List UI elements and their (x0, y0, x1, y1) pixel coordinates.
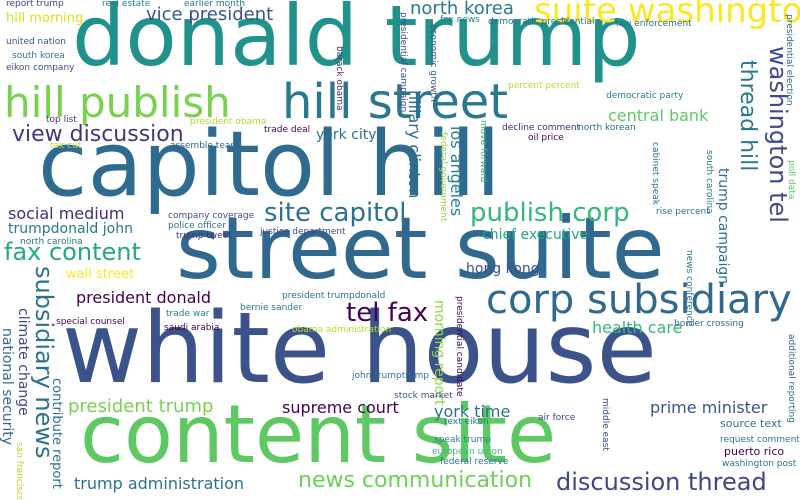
word-oil-price: oil price (528, 133, 564, 143)
word-north-carolina: north carolina (20, 237, 83, 247)
word-corp-subsidiary: corp subsidiary (486, 277, 792, 323)
word-air-force: air force (538, 413, 576, 423)
word-justice-department: justice department (260, 227, 346, 237)
word-additional-reporting: additional reporting (786, 334, 796, 423)
word-economic-growth: economic growth (428, 24, 438, 102)
word-morning-report: morning report (431, 300, 447, 406)
word-south-carolina: south carolina (704, 150, 714, 214)
word-south-korea: south korea (12, 51, 65, 61)
word-hong-kong: hong kong (466, 261, 540, 277)
word-president-trumpdonald: president trumpdonald (282, 291, 386, 301)
word-trade-war: trade war (166, 309, 210, 319)
word-law-enforcement: law enforcement (616, 19, 692, 29)
word-source-text: source text (720, 417, 782, 430)
word-supreme-court: supreme court (282, 398, 399, 417)
word-tel-fax: tel fax (346, 298, 429, 328)
word-assemble-team: assemble team (170, 141, 240, 151)
word-north-korean: north korean (578, 123, 636, 133)
word-wall-street: wall street (66, 267, 134, 282)
word-presidential-candidate: presidential candidate (454, 296, 464, 397)
word-president-donald: president donald (76, 288, 211, 307)
word-san-francisco: san francisco (14, 442, 24, 500)
word-chief-executive: chief executive (482, 227, 589, 243)
word-news-conference: news conference (684, 250, 694, 327)
word-trade-deal: trade deal (264, 125, 311, 135)
word-central-bank: central bank (608, 106, 709, 125)
word-eikon-company: eikon company (6, 63, 75, 73)
word-vice-president: vice president (146, 4, 274, 25)
word-report-trump: report trump (6, 0, 64, 9)
word-rise-percent: rise percent (656, 207, 710, 217)
word-street-suite: street suite (176, 199, 665, 299)
word-top-list: top list (46, 115, 77, 125)
word-suite-washington: suite washington (534, 0, 800, 31)
word-saudi-arabia: saudi arabia (164, 323, 220, 333)
word-border-crossing: border crossing (674, 319, 744, 329)
word-cabinet-speak: cabinet speak (650, 142, 660, 205)
word-presidential-campaign: presidential campaign (398, 12, 408, 113)
word-hillary-clinton: hillary clinton (405, 90, 424, 199)
word-police-officer: police officer (168, 221, 226, 231)
word-real-estate: real estate (102, 0, 151, 9)
word-federal-government: federal government (438, 132, 448, 222)
word-national-security: national security (0, 328, 15, 446)
word-washington-post: washington post (722, 459, 797, 469)
word-democratic-party: democratic party (606, 91, 684, 101)
word-prime-minister: prime minister (650, 398, 768, 417)
word-trump-administration: trump administration (74, 474, 245, 493)
word-presidential-election: presidential election (784, 14, 794, 106)
word-climate-change: climate change (15, 308, 31, 416)
word-hill-street: hill street (282, 74, 509, 130)
word-view-discussion: view discussion (12, 122, 184, 147)
word-move-forward: move forward (478, 120, 488, 183)
word-john-trumptrump: john trumptrump (352, 371, 430, 381)
word-tax-cut: tax cut (50, 141, 82, 151)
word-contribute-report: contribute report (49, 378, 64, 489)
word-trump-campaign: trump campaign (715, 168, 731, 285)
word-site-capitol: site capitol (264, 198, 407, 228)
word-president-obama: president obama (190, 117, 267, 127)
word-european-union: european union (432, 447, 503, 457)
word-hill-morning: hill morning (6, 11, 84, 26)
word-decline-comment: decline comment (502, 123, 581, 133)
word-earlier-month: earlier month (184, 0, 246, 9)
word-barack-obama: barack obama (334, 46, 344, 111)
word-middle-east: middle east (600, 398, 610, 451)
word-capitol-hill: capitol hill (38, 112, 501, 217)
word-democratic-presidential: democratic presidential (488, 17, 595, 27)
word-united-nation: united nation (6, 37, 67, 47)
word-president-trump: president trump (68, 396, 214, 417)
word-speak-trump: speak trump (434, 435, 491, 445)
word-publish-corp: publish corp (470, 198, 630, 228)
word-text-eikon: text eikon (444, 417, 489, 427)
word-company-coverage: company coverage (168, 211, 255, 221)
word-social-medium: social medium (8, 204, 125, 223)
word-news-communication: news communication (298, 468, 533, 493)
word-trumpdonald-john: trumpdonald john (8, 221, 133, 237)
word-obama-administration: obama administration (292, 325, 392, 335)
word-trump-tweet: trump tweet (176, 231, 232, 241)
word-discussion-thread: discussion thread (556, 468, 767, 496)
word-content-site: content site (80, 388, 557, 481)
word-thread-hill: thread hill (735, 60, 760, 172)
word-fax-content: fax content (4, 238, 141, 266)
word-white-house: white house (62, 292, 657, 406)
word-york-city: york city (316, 127, 377, 143)
word-puerto-rico: puerto rico (724, 445, 785, 458)
word-stock-market: stock market (394, 391, 453, 401)
word-bernie-sander: bernie sander (240, 303, 303, 313)
word-donald-trump: donald trump (72, 0, 641, 85)
word-york-time: york time (434, 402, 511, 421)
word-fox-news: fox news (440, 15, 480, 25)
word-percent-percent: percent percent (508, 81, 580, 91)
word-los-angeles: los angeles (447, 126, 466, 217)
word-hill-publish: hill publish (4, 78, 231, 127)
word-north-korea: north korea (410, 0, 514, 19)
word-request-comment: request comment (720, 435, 800, 445)
word-poll-data: poll data (786, 160, 796, 200)
word-special-counsel: special counsel (56, 317, 125, 327)
word-federal-reserve: federal reserve (440, 457, 509, 467)
word-health-care: health care (592, 318, 683, 337)
